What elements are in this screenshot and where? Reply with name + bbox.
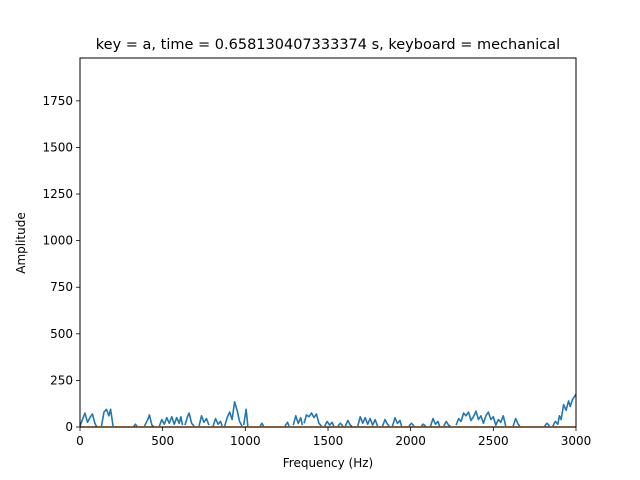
series-0-segment-15 xyxy=(337,422,344,427)
series-0-segment-10 xyxy=(259,422,265,427)
y-tick-label-1: 250 xyxy=(50,373,73,387)
x-axis: 0 500 1000 1500 2000 2500 3000 xyxy=(76,427,591,448)
y-tick-label-3: 750 xyxy=(50,280,73,294)
series-0-segment-21 xyxy=(420,423,427,427)
series-0-segment-17 xyxy=(356,415,379,427)
series-0-segment-1 xyxy=(100,408,114,427)
x-tick-label-0: 0 xyxy=(76,434,84,448)
x-axis-label: Frequency (Hz) xyxy=(283,456,374,470)
y-tick-label-0: 0 xyxy=(65,420,73,434)
chart-title: key = a, time = 0.658130407333374 s, key… xyxy=(96,37,560,53)
y-tick-label-7: 1750 xyxy=(42,94,73,108)
series-0-segment-3 xyxy=(143,414,155,428)
series-0-segment-9 xyxy=(242,408,249,427)
series-0-segment-25 xyxy=(512,417,521,427)
series-0-segment-5 xyxy=(184,412,195,427)
x-tick-label-1: 500 xyxy=(151,434,174,448)
series-0-segment-2 xyxy=(133,423,138,427)
series-0-segment-22 xyxy=(429,417,441,427)
x-tick-label-6: 3000 xyxy=(561,434,592,448)
x-tick-label-4: 2000 xyxy=(395,434,426,448)
y-tick-label-5: 1250 xyxy=(42,187,73,201)
series-0-segment-4 xyxy=(158,415,184,427)
series-0-segment-20 xyxy=(408,422,415,427)
series-0-segment-23 xyxy=(443,420,451,427)
series-0-segment-6 xyxy=(198,415,210,427)
series-0-segment-24 xyxy=(455,410,507,427)
plot-lines xyxy=(79,393,577,428)
series-0-segment-12 xyxy=(292,415,304,426)
plot-frame xyxy=(79,57,577,428)
y-tick-label-4: 1000 xyxy=(42,234,73,248)
series-0-segment-19 xyxy=(391,416,403,427)
series-0-segment-8 xyxy=(223,401,243,427)
series-0-segment-26 xyxy=(543,422,551,427)
x-tick-label-5: 2500 xyxy=(478,434,509,448)
series-0-segment-18 xyxy=(381,418,390,427)
series-0-segment-16 xyxy=(344,419,353,427)
series-0-segment-7 xyxy=(212,417,223,427)
series-0-segment-11 xyxy=(284,421,290,427)
y-axis: 0 250 500 750 1000 1250 1500 1750 xyxy=(42,94,80,434)
series-0-segment-13 xyxy=(303,412,322,427)
series-0-segment-0 xyxy=(79,412,98,427)
series-0-segment-27 xyxy=(552,393,577,427)
y-axis-label: Amplitude xyxy=(14,212,28,274)
y-tick-label-2: 500 xyxy=(50,327,73,341)
series-0-segment-14 xyxy=(323,420,335,427)
y-tick-label-6: 1500 xyxy=(42,140,73,154)
x-tick-label-3: 1500 xyxy=(313,434,344,448)
x-tick-label-2: 1000 xyxy=(230,434,261,448)
